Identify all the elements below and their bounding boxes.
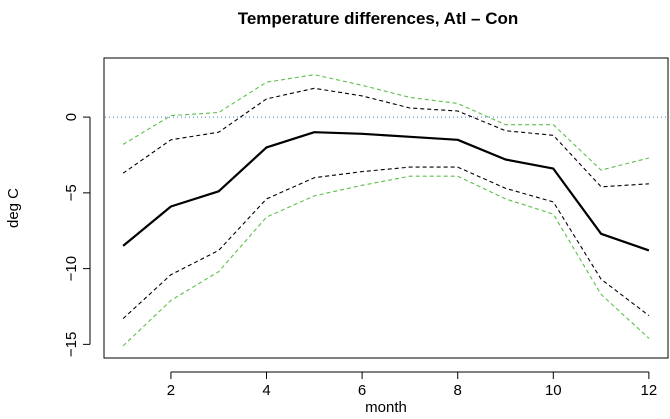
x-tick-label: 10 [545, 382, 562, 399]
series-line-outer-upper [123, 75, 649, 170]
y-tick-label: 0 [63, 113, 80, 121]
y-tick-label: −5 [63, 184, 80, 201]
x-tick-label: 12 [641, 382, 658, 399]
x-tick-label: 8 [454, 382, 462, 399]
series-line-outer-lower [123, 176, 649, 346]
x-tick-label: 4 [262, 382, 270, 399]
series-line-inner-upper [123, 88, 649, 187]
y-axis-label: deg C [5, 188, 22, 228]
chart-title: Temperature differences, Atl – Con [238, 9, 519, 28]
series-line-mean [123, 132, 649, 250]
x-tick-label: 2 [167, 382, 175, 399]
y-tick-label: −10 [63, 256, 80, 281]
y-tick-label: −15 [63, 332, 80, 357]
x-axis: 2 4 6 8 10 12 [167, 372, 657, 399]
x-tick-label: 6 [358, 382, 366, 399]
x-axis-label: month [365, 399, 407, 416]
y-axis: 0 −5 −10 −15 [63, 113, 90, 357]
series-layer [123, 75, 649, 346]
